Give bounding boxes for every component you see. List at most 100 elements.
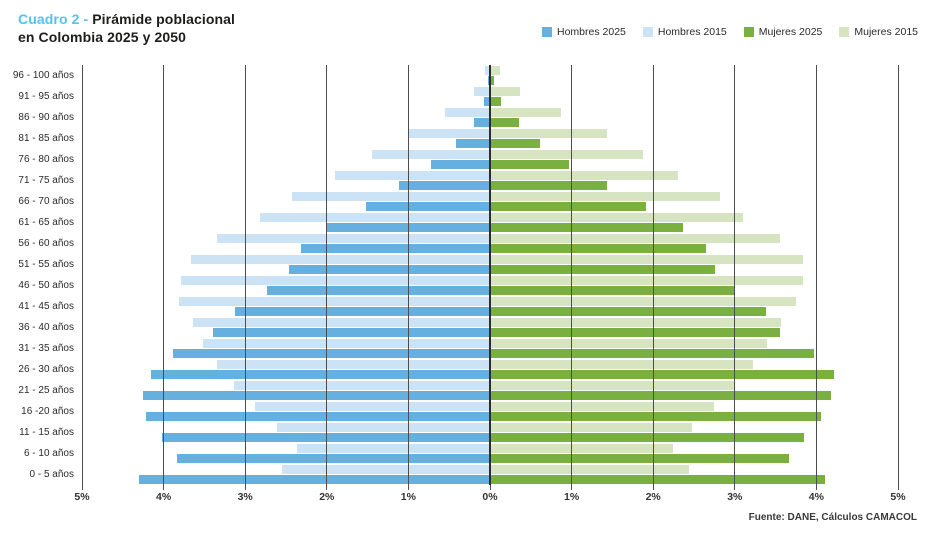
age-axis: 96 - 100 años 91 - 95 años 86 - 90 años 81 … bbox=[0, 65, 74, 485]
chart-legend: Hombres 2025 Hombres 2015 Mujeres 2025 Muje… bbox=[542, 26, 918, 38]
age-label: 81 - 85 años bbox=[18, 133, 74, 144]
bar-hombres-2025 bbox=[234, 307, 490, 316]
bar-hombres-2015 bbox=[216, 360, 490, 369]
bar-hombres-2015 bbox=[192, 318, 490, 327]
legend-swatch-icon bbox=[542, 27, 552, 37]
x-tick-label: 2% bbox=[645, 491, 661, 503]
bar-hombres-2025 bbox=[213, 328, 490, 337]
bar-mujeres-2025 bbox=[490, 139, 540, 148]
plot-area bbox=[81, 65, 899, 485]
x-tick-label: 3% bbox=[237, 491, 253, 503]
bar-hombres-2025 bbox=[146, 412, 490, 421]
bar-mujeres-2015 bbox=[490, 192, 721, 201]
gridline bbox=[407, 65, 409, 485]
bar-hombres-2015 bbox=[254, 402, 490, 411]
chart-title-line1: Pirámide poblacional bbox=[92, 11, 236, 27]
x-tick-label: 4% bbox=[156, 491, 172, 503]
bar-hombres-2015 bbox=[291, 192, 490, 201]
bar-mujeres-2025 bbox=[490, 391, 832, 400]
gridline bbox=[897, 65, 899, 485]
bar-hombres-2015 bbox=[202, 339, 490, 348]
age-label: 31 - 35 años bbox=[18, 343, 74, 354]
bar-hombres-2015 bbox=[216, 234, 490, 243]
axis-tick bbox=[489, 485, 491, 490]
axis-tick bbox=[571, 485, 573, 490]
bar-mujeres-2025 bbox=[490, 118, 519, 127]
bar-mujeres-2015 bbox=[490, 108, 561, 117]
bar-hombres-2015 bbox=[259, 213, 490, 222]
legend-swatch-icon bbox=[839, 27, 850, 37]
bar-mujeres-2025 bbox=[490, 181, 607, 190]
bar-mujeres-2015 bbox=[490, 150, 643, 159]
bar-mujeres-2025 bbox=[490, 433, 805, 442]
gridline bbox=[326, 65, 328, 485]
axis-tick bbox=[163, 485, 165, 490]
axis-tick bbox=[897, 485, 899, 490]
x-tick-label: 5% bbox=[890, 491, 906, 503]
bar-mujeres-2025 bbox=[490, 349, 814, 358]
legend-label: Mujeres 2015 bbox=[854, 26, 918, 38]
bar-hombres-2025 bbox=[177, 454, 490, 463]
age-label: 0 - 5 años bbox=[29, 469, 74, 480]
gridline bbox=[571, 65, 573, 485]
age-label: 21 - 25 años bbox=[18, 385, 74, 396]
bar-mujeres-2015 bbox=[490, 297, 796, 306]
bar-hombres-2025 bbox=[365, 202, 490, 211]
bar-mujeres-2025 bbox=[490, 160, 570, 169]
bar-mujeres-2015 bbox=[490, 234, 780, 243]
bar-mujeres-2025 bbox=[490, 370, 835, 379]
age-label: 11 - 15 años bbox=[19, 427, 74, 438]
bar-mujeres-2015 bbox=[490, 129, 607, 138]
axis-tick bbox=[652, 485, 654, 490]
axis-tick bbox=[815, 485, 817, 490]
bar-hombres-2025 bbox=[267, 286, 490, 295]
bar-hombres-2015 bbox=[277, 423, 490, 432]
gridline bbox=[734, 65, 736, 485]
x-tick-label: 2% bbox=[319, 491, 335, 503]
bar-mujeres-2015 bbox=[490, 444, 673, 453]
bar-mujeres-2025 bbox=[490, 412, 822, 421]
age-label: 41 - 45 años bbox=[18, 301, 74, 312]
bar-hombres-2015 bbox=[372, 150, 490, 159]
age-label: 6 - 10 años bbox=[23, 448, 74, 459]
legend-item-hombres-2015: Hombres 2015 bbox=[642, 26, 727, 38]
bar-hombres-2015 bbox=[179, 297, 490, 306]
bar-hombres-2015 bbox=[407, 129, 490, 138]
legend-item-hombres-2025: Hombres 2025 bbox=[542, 26, 626, 38]
bar-hombres-2025 bbox=[139, 475, 490, 484]
bar-hombres-2025 bbox=[289, 265, 490, 274]
bar-mujeres-2015 bbox=[490, 66, 500, 75]
bar-hombres-2015 bbox=[473, 87, 490, 96]
legend-label: Mujeres 2025 bbox=[758, 26, 823, 38]
bar-hombres-2025 bbox=[173, 349, 490, 358]
bar-mujeres-2015 bbox=[490, 318, 782, 327]
bar-mujeres-2015 bbox=[490, 171, 679, 180]
bar-mujeres-2015 bbox=[490, 465, 690, 474]
bar-hombres-2025 bbox=[300, 244, 490, 253]
gridline bbox=[244, 65, 246, 485]
legend-item-mujeres-2025: Mujeres 2025 bbox=[743, 26, 823, 38]
gridline bbox=[81, 65, 83, 485]
bar-hombres-2025 bbox=[399, 181, 490, 190]
bar-mujeres-2025 bbox=[490, 286, 735, 295]
bar-hombres-2015 bbox=[485, 66, 490, 75]
bar-mujeres-2025 bbox=[490, 76, 495, 85]
gridline bbox=[652, 65, 654, 485]
age-label: 56 - 60 años bbox=[18, 238, 74, 249]
axis-tick bbox=[326, 485, 328, 490]
age-label: 46 - 50 años bbox=[18, 280, 74, 291]
bar-hombres-2015 bbox=[445, 108, 490, 117]
bar-mujeres-2015 bbox=[490, 339, 768, 348]
bar-mujeres-2015 bbox=[490, 87, 521, 96]
x-tick-label: 0% bbox=[482, 491, 498, 503]
bar-mujeres-2015 bbox=[490, 276, 803, 285]
age-label: 16 -20 años bbox=[21, 406, 74, 417]
bar-mujeres-2025 bbox=[490, 97, 502, 106]
axis-tick bbox=[734, 485, 736, 490]
legend-item-mujeres-2015: Mujeres 2015 bbox=[839, 26, 918, 38]
bar-mujeres-2025 bbox=[490, 244, 707, 253]
legend-swatch-icon bbox=[642, 27, 653, 37]
bar-hombres-2025 bbox=[151, 370, 490, 379]
age-label: 96 - 100 años bbox=[12, 70, 74, 81]
